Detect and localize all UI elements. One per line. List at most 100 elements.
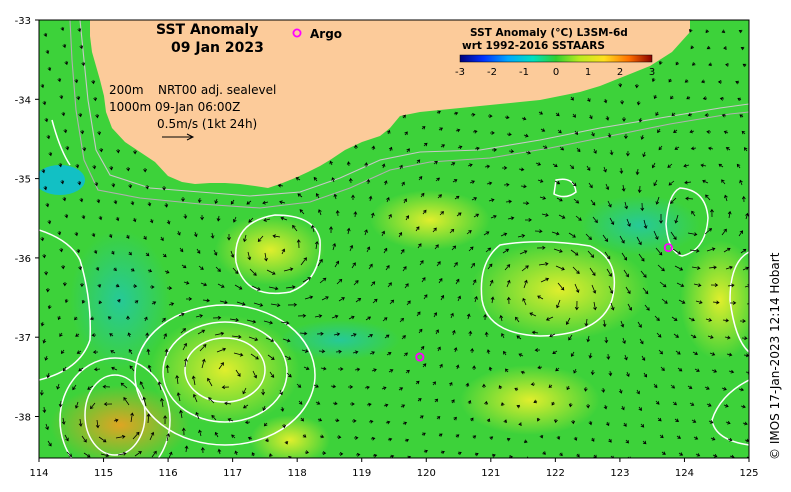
- current-vector-arrow: [541, 213, 549, 217]
- current-vector-arrow: [608, 285, 614, 294]
- current-vector-arrow: [553, 418, 558, 424]
- current-vectors: [39, 26, 749, 458]
- current-vector-arrow: [670, 95, 674, 100]
- current-vector-arrow: [249, 268, 257, 276]
- current-vector-arrow: [555, 367, 560, 372]
- current-vector-arrow: [388, 213, 392, 220]
- current-vector-arrow: [299, 331, 308, 336]
- current-vector-arrow: [722, 318, 730, 323]
- current-vector-arrow: [295, 177, 301, 181]
- current-vector-arrow: [282, 338, 291, 343]
- current-vector-arrow: [134, 451, 142, 457]
- current-vector-arrow: [642, 440, 647, 445]
- current-vector-arrow: [690, 45, 695, 50]
- current-vector-arrow: [143, 235, 147, 240]
- current-vector-arrow: [97, 130, 102, 136]
- current-vector-arrow: [676, 435, 682, 439]
- current-vector-arrow: [657, 128, 661, 134]
- current-vector-arrow: [272, 234, 281, 239]
- current-vector-arrow: [247, 251, 252, 261]
- current-vector-arrow: [103, 402, 113, 406]
- current-vector-arrow: [525, 150, 532, 155]
- current-vector-arrow: [58, 400, 63, 408]
- current-vector-arrow: [369, 351, 375, 355]
- current-vector-arrow: [313, 176, 318, 182]
- current-vector-arrow: [251, 285, 261, 291]
- current-vector-arrow: [181, 264, 187, 269]
- colorbar-title-line1: SST Anomaly (°C) L3SM-6d: [470, 27, 628, 39]
- current-vector-arrow: [199, 344, 207, 352]
- current-vector-arrow: [370, 436, 376, 441]
- current-vector-arrow: [284, 440, 289, 445]
- current-vector-arrow: [515, 316, 520, 323]
- current-vector-arrow: [500, 402, 505, 407]
- current-vector-arrow: [518, 167, 525, 172]
- current-vector-arrow: [552, 163, 558, 167]
- current-vector-arrow: [126, 234, 130, 239]
- current-vector-arrow: [626, 371, 630, 377]
- current-vector-arrow: [558, 214, 566, 219]
- current-vector-arrow: [157, 381, 162, 391]
- current-vector-arrow: [674, 265, 684, 271]
- current-vector-arrow: [181, 197, 185, 202]
- current-vector-arrow: [181, 427, 186, 436]
- current-vector-arrow: [738, 387, 745, 392]
- current-vector-arrow: [514, 387, 519, 392]
- current-vector-arrow: [438, 277, 443, 284]
- current-vector-arrow: [675, 350, 681, 355]
- current-vector-arrow: [232, 267, 239, 275]
- current-vector-arrow: [235, 369, 241, 377]
- current-vector-arrow: [81, 435, 87, 443]
- current-vector-arrow: [653, 94, 658, 100]
- current-vector-arrow: [115, 434, 126, 439]
- current-vector-arrow: [47, 440, 52, 447]
- current-vector-arrow: [279, 200, 286, 205]
- current-vector-arrow: [44, 270, 49, 276]
- current-vector-arrow: [368, 419, 374, 424]
- current-vector-arrow: [97, 283, 102, 288]
- current-vector-arrow: [700, 163, 707, 168]
- current-vector-arrow: [657, 264, 665, 272]
- current-vector-arrow: [538, 111, 544, 115]
- current-vector-arrow: [723, 46, 728, 50]
- current-vector-arrow: [675, 61, 680, 66]
- current-vector-arrow: [710, 436, 716, 441]
- current-vector-arrow: [708, 62, 713, 67]
- current-vector-arrow: [619, 167, 624, 175]
- map-plot-area: [39, 20, 749, 458]
- current-vector-arrow: [405, 215, 409, 221]
- current-vector-arrow: [364, 385, 370, 390]
- current-vector-arrow: [366, 178, 371, 185]
- colorbar-title-line2: wrt 1992-2016 SSTAARS: [462, 40, 605, 52]
- current-vector-arrow: [573, 436, 578, 441]
- current-vector-arrow: [314, 240, 319, 250]
- current-vector-arrow: [622, 117, 626, 122]
- current-vector-arrow: [636, 236, 642, 246]
- current-vector-arrow: [248, 336, 259, 342]
- current-vector-arrow: [96, 198, 101, 204]
- current-vector-arrow: [246, 200, 252, 205]
- current-vector-arrow: [592, 216, 598, 224]
- current-vector-arrow: [72, 384, 77, 391]
- current-vector-arrow: [655, 111, 659, 117]
- current-vector-arrow: [262, 200, 269, 205]
- current-vector-arrow: [46, 134, 51, 140]
- current-vector-arrow: [346, 161, 351, 167]
- current-vector-arrow: [93, 367, 101, 372]
- current-vector-arrow: [279, 389, 283, 396]
- current-vector-arrow: [386, 129, 391, 135]
- current-vector-arrow: [736, 163, 741, 169]
- current-vector-arrow: [100, 453, 110, 458]
- current-vector-arrow: [62, 366, 67, 372]
- current-vector-arrow: [717, 80, 723, 84]
- current-vector-arrow: [450, 312, 454, 319]
- current-vector-arrow: [549, 333, 556, 338]
- current-vector-arrow: [91, 333, 97, 338]
- current-vector-arrow: [470, 347, 475, 354]
- current-vector-arrow: [674, 146, 680, 150]
- current-vector-arrow: [457, 145, 463, 150]
- current-vector-arrow: [214, 198, 219, 204]
- current-vector-arrow: [44, 117, 49, 123]
- current-vector-arrow: [490, 215, 497, 219]
- current-vector-arrow: [672, 248, 681, 255]
